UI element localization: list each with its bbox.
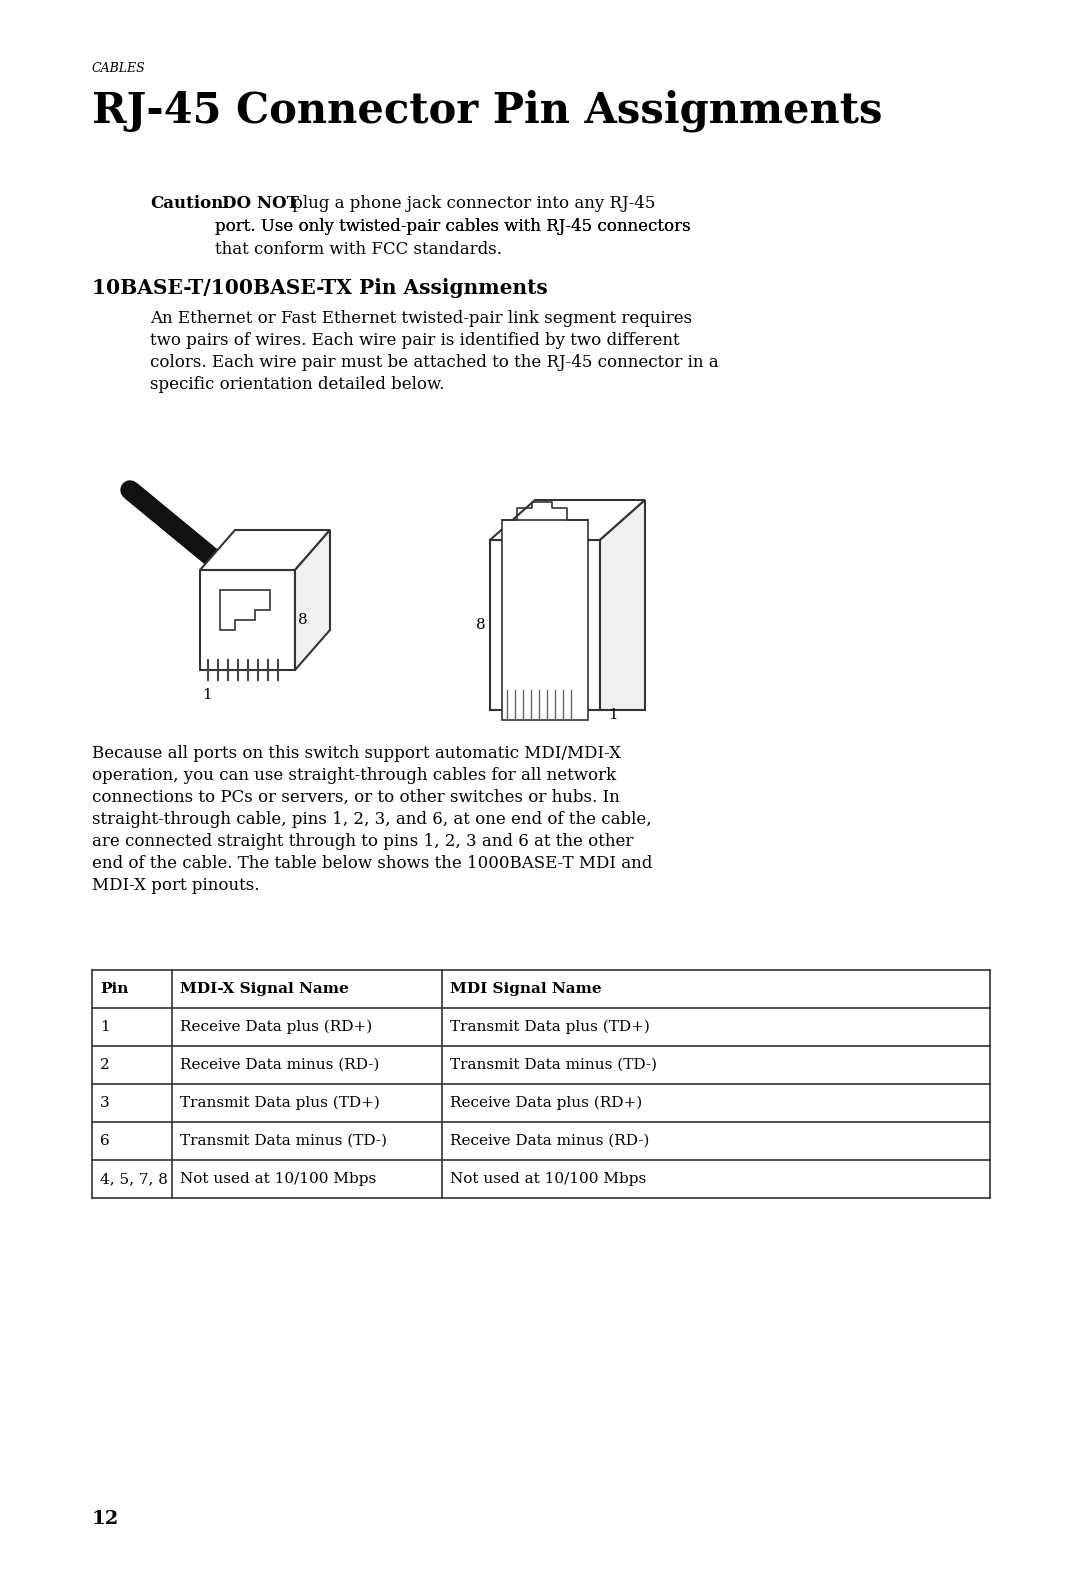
Text: 1: 1 <box>100 1020 110 1035</box>
Text: Pin: Pin <box>100 981 129 995</box>
Text: specific orientation detailed below.: specific orientation detailed below. <box>150 375 445 392</box>
Polygon shape <box>490 540 600 710</box>
Text: Receive Data plus (RD+): Receive Data plus (RD+) <box>450 1096 643 1110</box>
Polygon shape <box>200 531 330 570</box>
Text: Transmit Data minus (TD-): Transmit Data minus (TD-) <box>180 1134 387 1148</box>
Text: 1: 1 <box>608 708 618 722</box>
Text: Not used at 10/100 Mbps: Not used at 10/100 Mbps <box>450 1171 646 1185</box>
Polygon shape <box>220 590 270 630</box>
Polygon shape <box>600 499 645 710</box>
Text: MDI-X Signal Name: MDI-X Signal Name <box>180 981 349 995</box>
Text: 3: 3 <box>100 1096 110 1110</box>
Text: An Ethernet or Fast Ethernet twisted-pair link segment requires: An Ethernet or Fast Ethernet twisted-pai… <box>150 309 692 327</box>
Text: Not used at 10/100 Mbps: Not used at 10/100 Mbps <box>180 1171 376 1185</box>
Text: Receive Data plus (RD+): Receive Data plus (RD+) <box>180 1020 373 1035</box>
Text: Because all ports on this switch support automatic MDI/MDI-X: Because all ports on this switch support… <box>92 746 621 761</box>
Text: DO NOT: DO NOT <box>222 195 299 212</box>
Text: Receive Data minus (RD-): Receive Data minus (RD-) <box>450 1134 649 1148</box>
Text: straight-through cable, pins 1, 2, 3, and 6, at one end of the cable,: straight-through cable, pins 1, 2, 3, an… <box>92 812 651 827</box>
Text: MDI Signal Name: MDI Signal Name <box>450 981 602 995</box>
Text: 8: 8 <box>476 619 486 633</box>
Text: CABLES: CABLES <box>92 61 146 75</box>
Text: Transmit Data plus (TD+): Transmit Data plus (TD+) <box>450 1020 650 1035</box>
Text: that conform with FCC standards.: that conform with FCC standards. <box>215 242 502 257</box>
Text: 2: 2 <box>100 1058 110 1072</box>
Text: port. Use only twisted-pair cables with RJ-45 connectors: port. Use only twisted-pair cables with … <box>215 218 690 236</box>
Text: 8: 8 <box>298 612 308 626</box>
Text: Transmit Data minus (TD-): Transmit Data minus (TD-) <box>450 1058 657 1072</box>
Bar <box>502 520 588 721</box>
Text: 4, 5, 7, 8: 4, 5, 7, 8 <box>100 1171 167 1185</box>
Text: 12: 12 <box>92 1510 119 1528</box>
Text: are connected straight through to pins 1, 2, 3 and 6 at the other: are connected straight through to pins 1… <box>92 834 633 849</box>
Text: colors. Each wire pair must be attached to the RJ-45 connector in a: colors. Each wire pair must be attached … <box>150 353 718 371</box>
Text: RJ-45 Connector Pin Assignments: RJ-45 Connector Pin Assignments <box>92 89 882 132</box>
Text: Transmit Data plus (TD+): Transmit Data plus (TD+) <box>180 1096 380 1110</box>
Text: Caution:: Caution: <box>150 195 229 212</box>
Text: connections to PCs or servers, or to other switches or hubs. In: connections to PCs or servers, or to oth… <box>92 790 620 805</box>
Polygon shape <box>200 570 295 670</box>
Polygon shape <box>490 499 645 540</box>
Text: operation, you can use straight-through cables for all network: operation, you can use straight-through … <box>92 768 616 783</box>
Text: 6: 6 <box>100 1134 110 1148</box>
Text: plug a phone jack connector into any RJ-45: plug a phone jack connector into any RJ-… <box>287 195 656 212</box>
Text: two pairs of wires. Each wire pair is identified by two different: two pairs of wires. Each wire pair is id… <box>150 331 679 349</box>
Text: 10BASE-T/100BASE-TX Pin Assignments: 10BASE-T/100BASE-TX Pin Assignments <box>92 278 548 298</box>
Text: Receive Data minus (RD-): Receive Data minus (RD-) <box>180 1058 379 1072</box>
Text: MDI-X port pinouts.: MDI-X port pinouts. <box>92 878 259 893</box>
Text: 1: 1 <box>202 688 212 702</box>
Text: port. Use only twisted-pair cables with RJ-45 connectors: port. Use only twisted-pair cables with … <box>215 218 690 236</box>
Text: end of the cable. The table below shows the 1000BASE-T MDI and: end of the cable. The table below shows … <box>92 856 652 871</box>
Polygon shape <box>295 531 330 670</box>
